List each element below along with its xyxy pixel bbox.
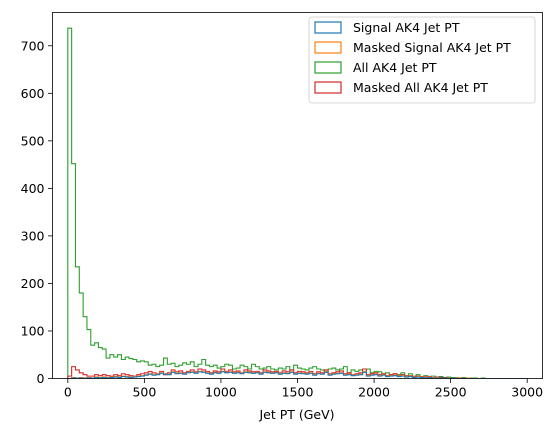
y-axis: 0 100 200 300 400 500 600 700 (21, 38, 53, 386)
x-tick-label: 1000 (205, 385, 237, 400)
legend-label: Signal AK4 Jet PT (353, 20, 460, 35)
legend-box (308, 16, 536, 104)
legend: Signal AK4 Jet PT Masked Signal AK4 Jet P… (308, 16, 536, 104)
legend-swatch (314, 81, 342, 94)
y-tick-label: 300 (21, 228, 45, 243)
legend-swatch (314, 61, 342, 74)
legend-swatch (314, 21, 342, 34)
legend-label: Masked Signal AK4 Jet PT (353, 40, 511, 55)
x-tick-label: 1500 (282, 385, 314, 400)
x-tick-label: 0 (64, 385, 72, 400)
y-tick-label: 200 (21, 276, 45, 291)
y-tick-label: 100 (21, 323, 45, 338)
y-tick-label: 500 (21, 133, 45, 148)
x-tick-label: 500 (132, 385, 156, 400)
y-tick-label: 400 (21, 181, 45, 196)
x-axis: 0 500 1000 1500 2000 2500 3000 (64, 378, 543, 400)
y-tick-label: 600 (21, 86, 45, 101)
legend-label: Masked All AK4 Jet PT (353, 80, 488, 95)
plot-area (67, 27, 528, 379)
x-tick-label: 2500 (435, 385, 467, 400)
legend-swatch (314, 41, 342, 54)
x-tick-label: 3000 (511, 385, 543, 400)
x-tick-label: 2000 (358, 385, 390, 400)
x-axis-title: Jet PT (GeV) (258, 407, 334, 422)
legend-label: All AK4 Jet PT (353, 60, 437, 75)
histogram-series-3 (67, 371, 528, 379)
y-tick-label: 0 (37, 371, 45, 386)
y-tick-label: 700 (21, 38, 45, 53)
